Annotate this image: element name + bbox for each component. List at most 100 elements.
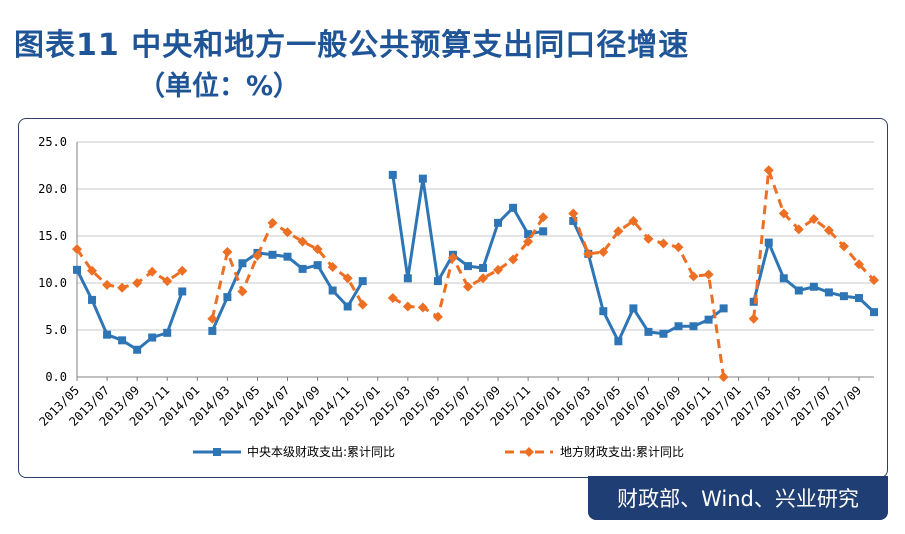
source-banner: 财政部、Wind、兴业研究 xyxy=(588,476,888,520)
data-point-central xyxy=(494,218,503,227)
data-point-local xyxy=(748,313,759,324)
data-point-central xyxy=(313,261,322,270)
data-point-central xyxy=(148,333,157,342)
chart-frame: 0.0 5.0 10.0 15.0 20.0 25.0 2013/05 2013/07 201… xyxy=(18,118,888,478)
data-point-central xyxy=(629,304,638,313)
data-point-central xyxy=(509,203,518,212)
data-point-central xyxy=(659,329,668,338)
data-point-local xyxy=(222,246,233,257)
data-point-local xyxy=(132,278,143,288)
data-point-local xyxy=(823,225,834,236)
data-point-central xyxy=(163,328,172,337)
data-point-local xyxy=(312,244,323,255)
line-chart: 0.0 5.0 10.0 15.0 20.0 25.0 2013/052013/07201… xyxy=(36,135,879,459)
data-point-local xyxy=(297,236,308,247)
data-point-local xyxy=(613,226,624,237)
data-point-local xyxy=(703,269,714,280)
data-point-local xyxy=(162,276,173,287)
data-point-central xyxy=(794,286,803,295)
data-point-central xyxy=(328,286,337,295)
legend-label-central: 中央本级财政支出:累计同比 xyxy=(247,444,395,459)
data-point-local xyxy=(357,299,368,310)
data-point-central xyxy=(854,294,863,303)
data-point-local xyxy=(508,254,519,265)
data-point-central xyxy=(298,264,307,273)
data-point-local xyxy=(523,236,534,247)
chart-title: 图表11 中央和地方一般公共预算支出同口径增速 xyxy=(14,28,690,63)
data-point-central xyxy=(809,282,818,291)
data-point-local xyxy=(718,372,729,382)
data-point-local xyxy=(117,282,128,293)
data-point-central xyxy=(764,238,773,247)
data-point-local xyxy=(72,244,82,255)
y-tick-label: 0.0 xyxy=(45,370,67,384)
data-point-central xyxy=(208,326,217,335)
data-point-central xyxy=(418,174,427,183)
data-point-central xyxy=(223,293,232,302)
legend-marker-central xyxy=(213,448,221,456)
data-point-local xyxy=(282,227,293,238)
data-point-central xyxy=(674,322,683,331)
data-point-local xyxy=(342,273,353,284)
data-point-central xyxy=(403,274,412,283)
data-point-local xyxy=(447,252,458,263)
data-point-central xyxy=(238,259,247,268)
legend-label-local: 地方财政支出:累计同比 xyxy=(560,444,684,459)
data-point-local xyxy=(658,238,669,249)
series-lines xyxy=(72,165,879,382)
chart-subtitle: （单位：%） xyxy=(138,71,301,102)
data-point-central xyxy=(433,277,442,286)
data-point-local xyxy=(87,265,98,276)
data-point-local xyxy=(493,264,504,275)
y-tick-label: 25.0 xyxy=(38,135,67,149)
data-point-local xyxy=(387,293,398,304)
data-point-local xyxy=(568,208,579,219)
x-tick-labels: 2013/052013/072013/092013/112014/012014/… xyxy=(36,383,864,429)
data-point-local xyxy=(688,271,699,282)
data-point-central xyxy=(358,277,367,286)
data-point-central xyxy=(479,263,488,272)
y-tick-label: 5.0 xyxy=(45,323,67,337)
data-point-local xyxy=(432,311,443,322)
data-point-local xyxy=(102,279,113,290)
data-point-central xyxy=(539,227,548,236)
data-point-central xyxy=(73,265,81,274)
data-point-central xyxy=(88,295,97,304)
y-tick-label: 15.0 xyxy=(38,229,67,243)
data-point-central xyxy=(824,288,833,297)
data-point-local xyxy=(237,286,248,297)
data-point-central xyxy=(689,322,698,331)
data-point-local xyxy=(628,215,639,226)
data-point-local xyxy=(643,233,654,244)
data-point-central xyxy=(779,274,788,283)
series-central xyxy=(73,170,878,354)
data-point-central xyxy=(569,216,578,225)
data-point-local xyxy=(838,241,849,252)
data-point-central xyxy=(178,287,187,296)
legend: 中央本级财政支出:累计同比 地方财政支出:累计同比 xyxy=(193,444,684,459)
series-local xyxy=(72,165,879,382)
y-tick-label: 10.0 xyxy=(38,276,67,290)
data-point-central xyxy=(343,302,352,311)
data-point-local xyxy=(598,246,609,257)
series-line-segment xyxy=(210,251,364,332)
data-point-local xyxy=(147,266,158,277)
data-point-central xyxy=(749,297,758,306)
data-point-local xyxy=(327,262,338,273)
data-point-central xyxy=(268,250,277,259)
data-point-central xyxy=(524,230,533,239)
data-point-central xyxy=(870,308,878,317)
legend-marker-local xyxy=(524,447,534,457)
data-point-local xyxy=(778,208,789,219)
data-point-local xyxy=(853,259,864,270)
data-point-local xyxy=(252,250,263,261)
data-point-central xyxy=(614,337,623,346)
data-point-local xyxy=(462,281,473,292)
y-tick-labels: 0.0 5.0 10.0 15.0 20.0 25.0 xyxy=(38,135,67,384)
data-point-local xyxy=(207,313,218,324)
data-point-local xyxy=(583,248,594,259)
data-point-local xyxy=(673,242,684,253)
data-point-central xyxy=(283,252,292,261)
data-point-local xyxy=(417,302,428,313)
series-line-segment xyxy=(752,168,876,319)
